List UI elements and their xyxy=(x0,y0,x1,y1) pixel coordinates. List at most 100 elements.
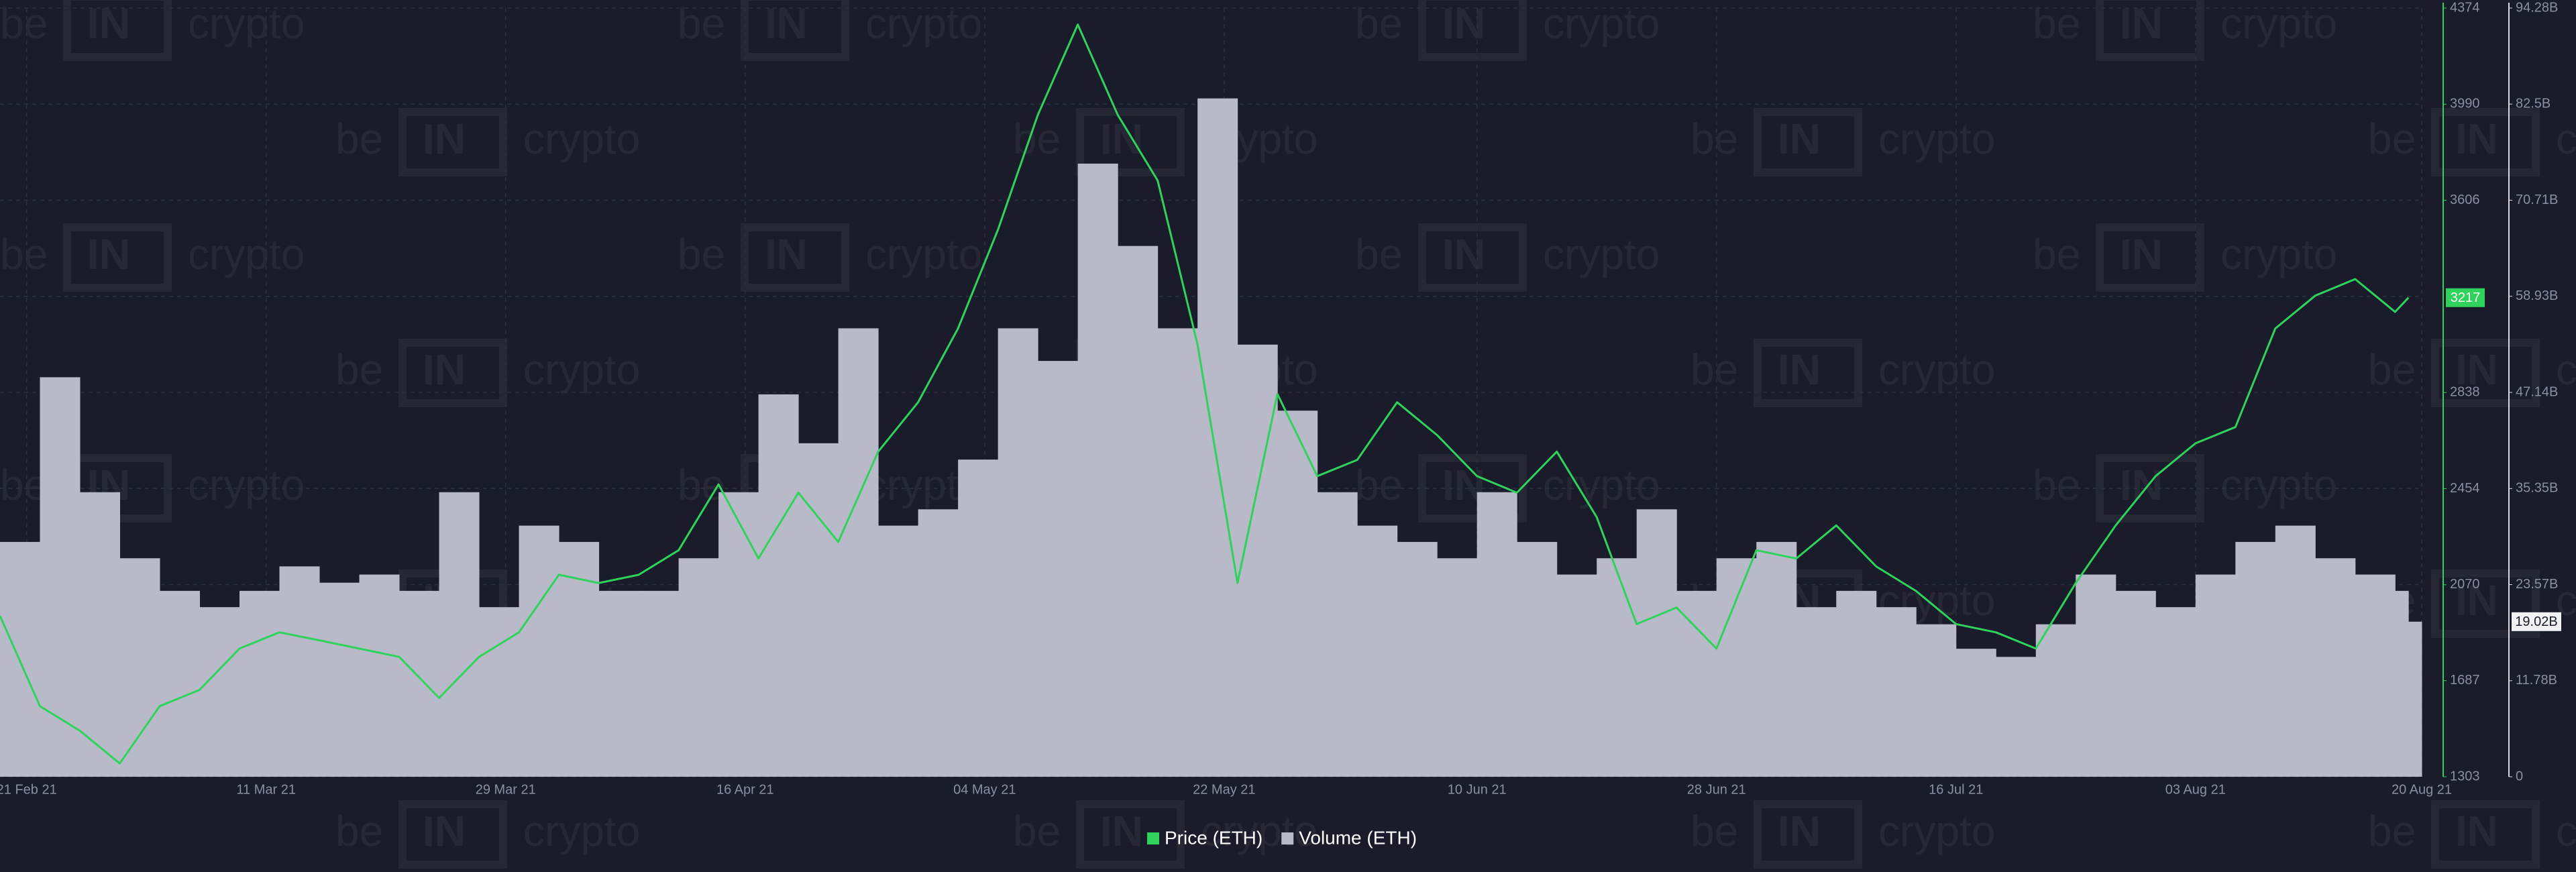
volume-bar xyxy=(1756,541,1797,777)
watermark-text: IN xyxy=(1778,345,1821,394)
volume-bar xyxy=(2315,558,2356,777)
volume-bar xyxy=(2275,525,2316,777)
volume-bar xyxy=(1517,541,1558,777)
watermark-text: crypto xyxy=(2556,115,2576,163)
watermark-text: crypto xyxy=(2556,807,2576,855)
watermark-text: IN xyxy=(2455,345,2498,394)
volume-bar xyxy=(758,394,799,777)
volume-bar xyxy=(1556,574,1597,777)
volume-current-label: 19.02B xyxy=(2515,614,2557,629)
volume-bar xyxy=(1836,590,1877,777)
watermark-text: be xyxy=(2368,345,2416,394)
volume-bar xyxy=(1916,624,1957,777)
watermark-text: IN xyxy=(2455,576,2498,624)
watermark-text: be xyxy=(335,807,383,855)
volume-current-tag xyxy=(2512,612,2561,631)
volume-bar xyxy=(1277,411,1318,777)
volume-bar xyxy=(1357,525,1398,777)
price-tick-label: 1303 xyxy=(2450,769,2480,783)
volume-tick-label: 70.71B xyxy=(2516,193,2558,207)
watermark-box xyxy=(398,108,507,176)
watermark-text: crypto xyxy=(1878,807,1995,855)
watermark-text: be xyxy=(1013,807,1061,855)
watermark-box xyxy=(1754,339,1862,407)
watermark-text: IN xyxy=(87,230,130,278)
watermark-text: IN xyxy=(2120,461,2163,509)
watermark-box xyxy=(2431,800,2540,869)
volume-bar xyxy=(2076,574,2116,777)
watermark-text: be xyxy=(2033,230,2080,278)
volume-bar xyxy=(1477,492,1517,777)
watermark-text: be xyxy=(1013,115,1061,163)
watermark-box xyxy=(2096,223,2204,292)
x-tick-label: 10 Jun 21 xyxy=(1448,782,1507,797)
watermark-text: be xyxy=(1355,461,1403,509)
watermark-text: IN xyxy=(2120,230,2163,278)
volume-bar xyxy=(319,582,360,777)
x-tick-label: 11 Mar 21 xyxy=(236,782,296,797)
volume-bar xyxy=(2035,624,2076,777)
volume-bar xyxy=(1716,558,1757,777)
volume-bar xyxy=(1038,361,1079,777)
price-tick-label: 2454 xyxy=(2450,481,2480,496)
watermark-text: crypto xyxy=(1543,230,1660,278)
watermark-text: crypto xyxy=(1878,115,1995,163)
watermark-text: crypto xyxy=(188,230,305,278)
volume-bar xyxy=(479,607,520,777)
watermark-text: be xyxy=(678,0,725,48)
x-tick-label: 04 May 21 xyxy=(953,782,1016,797)
watermark-text: IN xyxy=(1778,807,1821,855)
x-tick-label: 20 Aug 21 xyxy=(2392,782,2452,797)
volume-bar xyxy=(1876,607,1917,777)
watermark-text: crypto xyxy=(2220,230,2337,278)
volume-bar xyxy=(2115,590,2156,777)
volume-bar xyxy=(1597,558,1638,777)
watermark-text: be xyxy=(2368,807,2416,855)
watermark-text: crypto xyxy=(1878,345,1995,394)
x-tick-label: 28 Jun 21 xyxy=(1687,782,1746,797)
volume-bar xyxy=(1796,607,1837,777)
watermark-box xyxy=(741,223,849,292)
watermark-box xyxy=(2431,569,2540,638)
volume-bar xyxy=(639,590,680,777)
x-tick-label: 22 May 21 xyxy=(1193,782,1255,797)
volume-bar xyxy=(119,558,160,777)
volume-tick-label: 35.35B xyxy=(2516,481,2558,496)
volume-bar xyxy=(2155,607,2196,777)
watermark-box xyxy=(63,223,172,292)
watermark-box xyxy=(1418,223,1527,292)
price-tick-label: 1687 xyxy=(2450,673,2480,688)
volume-bar xyxy=(199,607,240,777)
watermark-text: IN xyxy=(1100,807,1143,855)
volume-bar xyxy=(718,492,759,777)
volume-bar xyxy=(2195,574,2236,777)
volume-tick-label: 11.78B xyxy=(2516,673,2557,688)
volume-bar xyxy=(519,525,559,777)
watermark-text: crypto xyxy=(2220,461,2337,509)
watermark-box xyxy=(1076,108,1185,176)
watermark-box xyxy=(398,800,507,869)
volume-bar xyxy=(1157,328,1198,777)
watermark-text: be xyxy=(0,230,48,278)
volume-bar xyxy=(2395,590,2409,777)
watermark-text: crypto xyxy=(523,807,640,855)
volume-bar xyxy=(798,443,839,777)
watermark-text: IN xyxy=(765,230,808,278)
price-tick-label: 3606 xyxy=(2450,193,2480,207)
watermark-text: be xyxy=(335,345,383,394)
watermark-text: crypto xyxy=(188,461,305,509)
volume-bar xyxy=(1955,649,1996,777)
volume-bar xyxy=(1437,558,1478,777)
volume-bar xyxy=(239,590,280,777)
watermark-text: be xyxy=(0,0,48,48)
watermark-text: crypto xyxy=(2220,0,2337,48)
volume-bar xyxy=(80,492,121,777)
watermark-text: be xyxy=(1690,115,1738,163)
x-tick-label: 21 Feb 21 xyxy=(0,782,57,797)
volume-bar xyxy=(40,377,80,777)
volume-tick-label: 47.14B xyxy=(2516,384,2558,399)
watermark-text: IN xyxy=(2455,115,2498,163)
x-tick-label: 16 Jul 21 xyxy=(1929,782,1983,797)
watermark-text: IN xyxy=(1778,115,1821,163)
watermark-text: IN xyxy=(2455,807,2498,855)
